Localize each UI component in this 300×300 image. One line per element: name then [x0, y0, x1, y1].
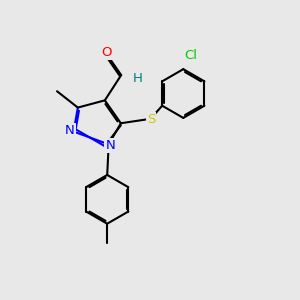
Text: Cl: Cl: [184, 49, 197, 62]
Text: N: N: [105, 139, 115, 152]
Text: N: N: [65, 124, 75, 136]
Text: H: H: [133, 72, 143, 85]
Text: S: S: [147, 113, 155, 126]
Text: O: O: [101, 46, 112, 59]
